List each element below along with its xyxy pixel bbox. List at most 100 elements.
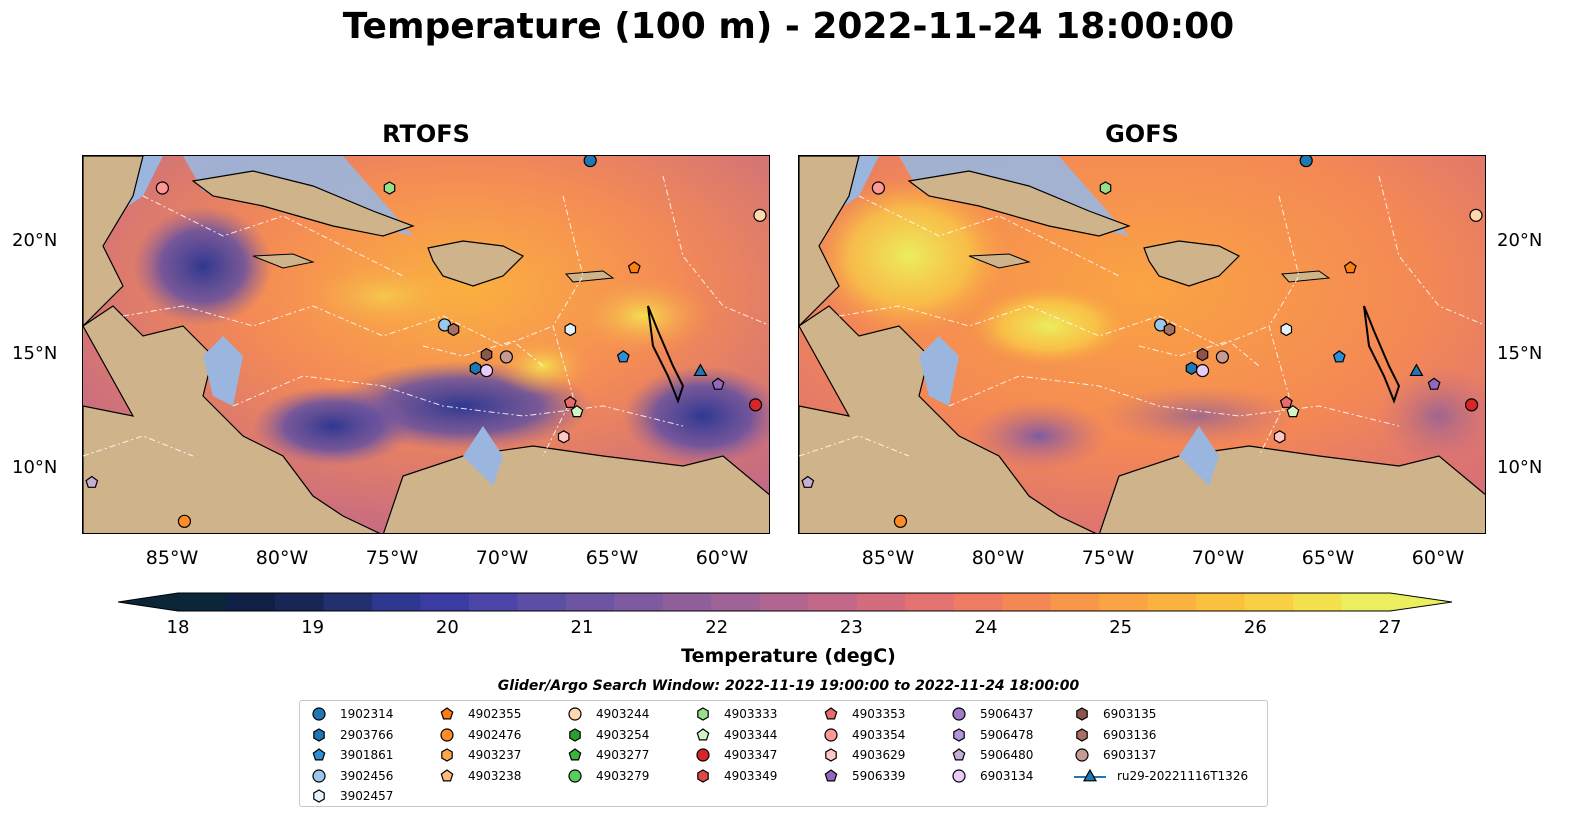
colorbar-segment bbox=[274, 593, 325, 611]
colorbar-tick-label: 19 bbox=[301, 617, 325, 638]
platform-marker-4902355 bbox=[627, 261, 641, 274]
platform-marker-6903137 bbox=[1215, 350, 1229, 364]
legend-item: 4903279 bbox=[566, 766, 649, 786]
legend-marker bbox=[824, 727, 838, 742]
platform-markers-rtofs bbox=[85, 156, 767, 528]
legend-marker bbox=[312, 707, 326, 721]
platform-marker-4903333 bbox=[383, 181, 396, 195]
legend-marker bbox=[441, 748, 453, 762]
legend-label: 6903136 bbox=[1103, 727, 1157, 742]
legend-label: 2903766 bbox=[340, 727, 394, 742]
platform-marker-4903629 bbox=[1273, 430, 1286, 444]
legend-item: 4903354 bbox=[822, 725, 905, 745]
legend-marker bbox=[569, 727, 581, 742]
legend-marker bbox=[697, 707, 709, 721]
panel-title-gofs: GOFS bbox=[1105, 120, 1179, 148]
figure-title: Temperature (100 m) - 2022-11-24 18:00:0… bbox=[342, 6, 1235, 47]
platform-marker-2903766 bbox=[1185, 361, 1198, 375]
lat-label-15n-right: 15°N bbox=[1497, 343, 1543, 364]
colorbar-tick-label: 24 bbox=[974, 617, 998, 638]
platform-marker-3901861 bbox=[1332, 350, 1346, 363]
legend-label: 4903237 bbox=[468, 748, 522, 762]
legend-marker bbox=[568, 748, 582, 761]
platform-marker-4903353 bbox=[563, 395, 577, 408]
legend-label: 4903344 bbox=[724, 727, 778, 742]
legend-item: 6903134 bbox=[950, 766, 1033, 786]
legend-label: 1902314 bbox=[340, 707, 394, 721]
lon-label-85w-left: 85°W bbox=[145, 547, 199, 569]
legend-item: 4903238 bbox=[438, 766, 521, 786]
legend-item: 6903135 bbox=[1073, 704, 1156, 724]
map-gofs-svg bbox=[799, 156, 1485, 533]
platform-marker-6903134 bbox=[479, 364, 494, 378]
legend-marker bbox=[312, 768, 326, 783]
legend-marker bbox=[697, 768, 709, 783]
legend-marker bbox=[952, 768, 966, 783]
platform-marker-4903353 bbox=[1279, 395, 1293, 408]
legend-label: 5906437 bbox=[980, 707, 1034, 721]
legend-marker bbox=[1076, 707, 1088, 721]
panel-title-rtofs: RTOFS bbox=[382, 120, 470, 148]
platform-marker-4902355 bbox=[1343, 261, 1357, 274]
platform-marker-3901861 bbox=[616, 350, 630, 363]
map-rtofs[interactable] bbox=[82, 155, 770, 534]
colorbar-segment bbox=[614, 593, 664, 611]
lon-label-80w-right: 80°W bbox=[971, 547, 1025, 569]
platform-marker-4903347 bbox=[1464, 398, 1479, 412]
colorbar-segment bbox=[323, 593, 373, 611]
colorbar-segment bbox=[1244, 593, 1294, 611]
legend-label: 5906480 bbox=[980, 748, 1034, 762]
legend-item: 4903254 bbox=[566, 725, 649, 745]
legend-marker bbox=[440, 727, 454, 742]
lon-label-75w-right: 75°W bbox=[1081, 547, 1135, 569]
colorbar-segment bbox=[808, 593, 858, 611]
legend-item: 2903766 bbox=[310, 725, 393, 745]
legend-item: 6903137 bbox=[1073, 745, 1156, 765]
colorbar-segment bbox=[517, 593, 567, 611]
lon-label-70w-right: 70°W bbox=[1191, 547, 1245, 569]
platform-legend: 1902314 2903766 3901861 3902456 3902457 49023… bbox=[299, 700, 1268, 807]
legend-item: 3902457 bbox=[310, 786, 393, 806]
colorbar-segment bbox=[1341, 593, 1391, 611]
legend-marker bbox=[953, 727, 965, 742]
legend-marker bbox=[952, 707, 966, 721]
legend-label: 4903349 bbox=[724, 768, 778, 783]
map-gofs[interactable] bbox=[798, 155, 1486, 534]
platform-markers-gofs bbox=[801, 156, 1483, 528]
legend-item: 3901861 bbox=[310, 745, 393, 765]
legend-label: 4903629 bbox=[852, 748, 906, 762]
platform-marker-1902314 bbox=[1299, 156, 1313, 168]
lon-label-65w-right: 65°W bbox=[1301, 547, 1355, 569]
colorbar-segment bbox=[371, 593, 421, 611]
legend-item: 5906437 bbox=[950, 704, 1033, 724]
legend-marker bbox=[825, 748, 837, 762]
colorbar-under-arrow bbox=[118, 593, 178, 611]
legend-marker bbox=[568, 707, 582, 721]
lon-label-85w-right: 85°W bbox=[861, 547, 915, 569]
legend-label: 6903137 bbox=[1103, 748, 1157, 762]
colorbar-segment bbox=[759, 593, 809, 611]
legend-item: 1902314 bbox=[310, 704, 393, 724]
legend-item: 4903237 bbox=[438, 745, 521, 765]
colorbar-segment bbox=[856, 593, 906, 611]
lon-label-60w-right: 60°W bbox=[1411, 547, 1465, 569]
colorbar-segment bbox=[1196, 593, 1246, 611]
colorbar-tick-label: 22 bbox=[705, 617, 729, 638]
platform-marker-6903137 bbox=[499, 350, 513, 364]
legend-marker bbox=[313, 727, 325, 742]
platform-marker-6903135 bbox=[480, 347, 493, 362]
lon-label-70w-left: 70°W bbox=[475, 547, 529, 569]
legend-marker bbox=[1076, 727, 1088, 742]
lon-label-80w-left: 80°W bbox=[255, 547, 309, 569]
lat-label-20n-right: 20°N bbox=[1497, 230, 1543, 251]
legend-item: 6903136 bbox=[1073, 725, 1156, 745]
map-rtofs-svg bbox=[83, 156, 769, 533]
platform-marker-4903244 bbox=[753, 208, 767, 222]
legend-label: 4903277 bbox=[596, 748, 650, 762]
legend-item: 4902476 bbox=[438, 725, 521, 745]
platform-marker-6903136 bbox=[447, 322, 460, 337]
colorbar-segment bbox=[420, 593, 470, 611]
colorbar-segment bbox=[565, 593, 615, 611]
legend-label: 4902476 bbox=[468, 727, 522, 742]
legend-label: ru29-20221116T1326 bbox=[1117, 768, 1249, 783]
